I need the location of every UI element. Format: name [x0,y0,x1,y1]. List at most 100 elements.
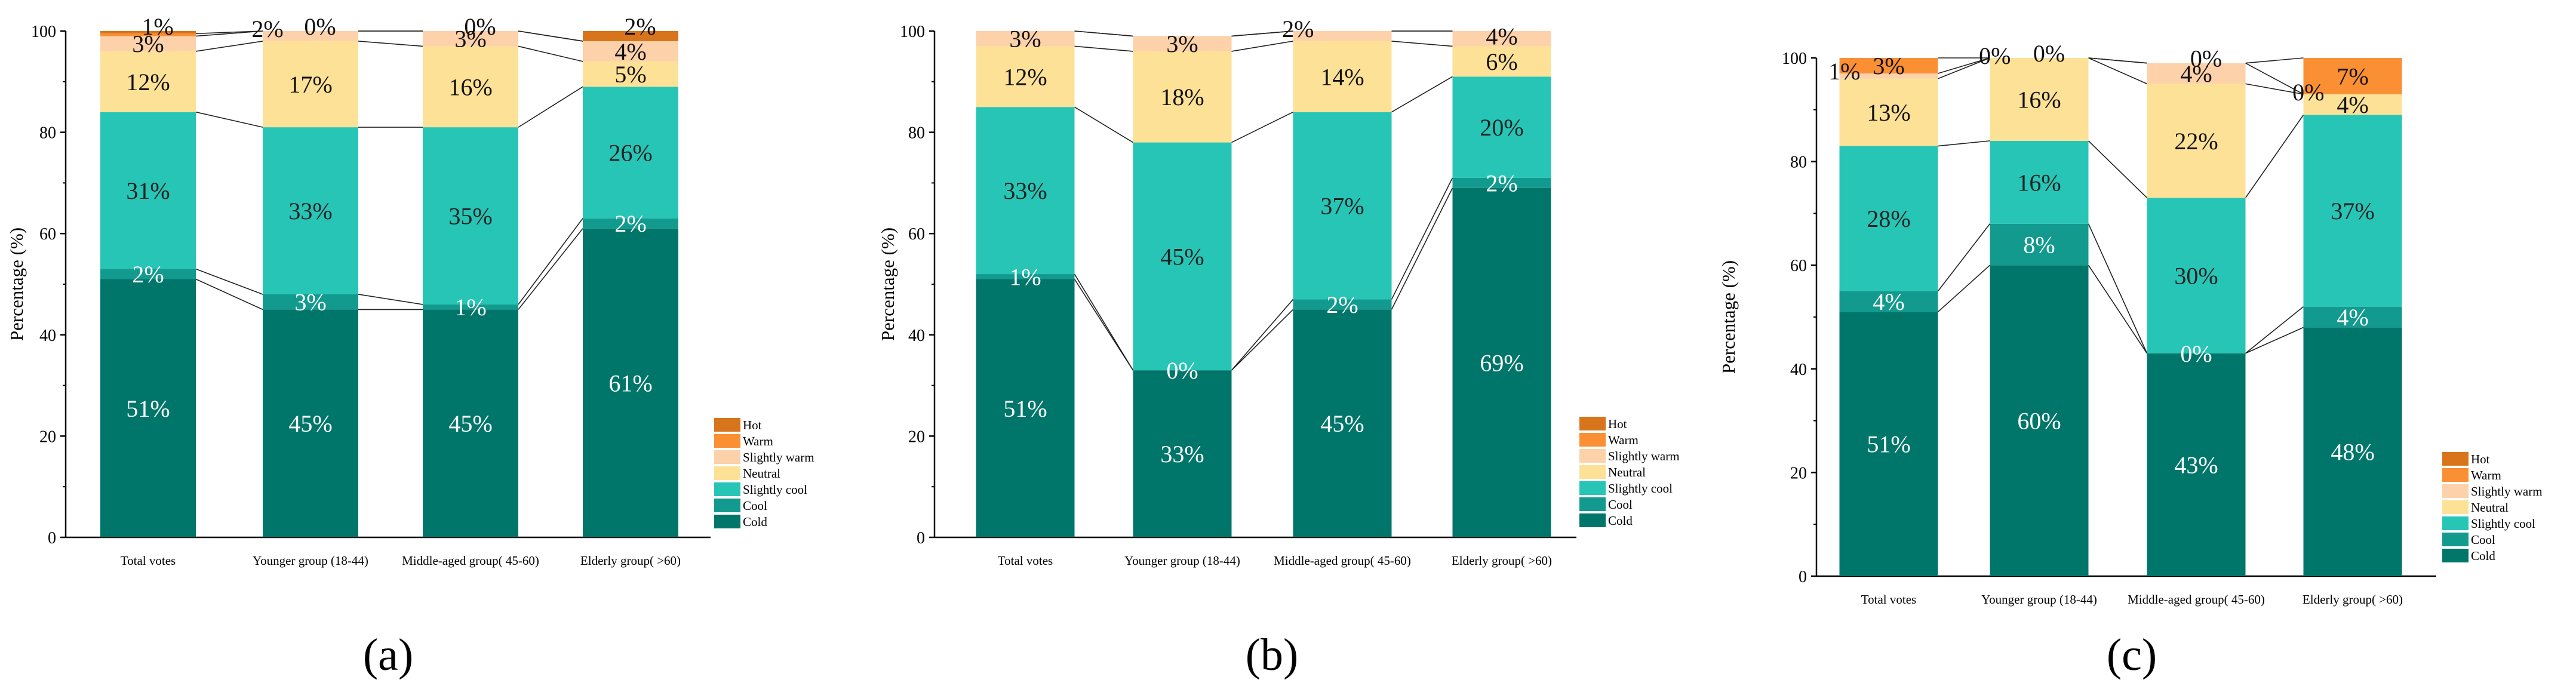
legend-swatch-slightly-warm [1579,449,1606,463]
legend-label: Hot [2471,452,2490,466]
connector-line [1391,187,1453,310]
bar-segment-cold [1990,265,2089,576]
bar-segment-slightly-cool [1839,146,1938,291]
x-tick-label: Younger group (18-44) [253,553,368,568]
connector-line [518,228,583,310]
bar-segment-cold [100,279,196,537]
y-tick-label: 100 [31,23,56,41]
bar-segment-cold [2303,327,2402,576]
bar-segment-hot [100,31,196,34]
data-label: 30% [2174,263,2218,290]
connector-line [1937,264,1991,312]
data-label: 3% [1873,53,1904,79]
bar-segment-slightly-warm [1839,73,1938,79]
connector-line [518,86,583,128]
bar-segment-cold [263,309,358,537]
connector-line [2245,306,2304,354]
data-label: 3% [1009,26,1041,53]
legend-label: Neutral [1608,465,1646,479]
connector-line [2245,327,2304,354]
connector-line [1231,309,1294,371]
legend-label: Cold [2471,549,2495,563]
data-label: 4% [2337,304,2368,331]
connector-line [358,294,423,305]
data-label: 16% [2017,169,2061,196]
legend-swatch-cold [714,515,740,528]
legend-label: Cool [2471,533,2495,547]
bar-segment-warm [2303,58,2402,94]
bar-segment-slightly-cool [2303,115,2402,307]
data-label: 3% [1166,30,1198,57]
data-label: 3% [132,30,164,57]
data-label: 33% [288,198,332,224]
legend-label: Neutral [2471,500,2509,515]
y-tick-label: 0 [917,529,925,547]
legend-swatch-slightly-warm [714,450,740,464]
data-label: 51% [1867,431,1910,458]
bar-segment-neutral [583,61,678,87]
data-label: 16% [448,73,492,100]
legend-swatch-warm [2442,468,2469,482]
bar-segment-neutral [2303,94,2402,115]
panel-label: (b) [1246,630,1299,680]
bar-segment-hot [583,31,678,41]
data-label: 7% [2337,63,2368,90]
legend-swatch-warm [714,434,740,448]
data-label: 43% [2174,451,2218,478]
bar-segment-neutral [1133,51,1232,143]
connector-line [2088,57,2147,64]
bar-segment-neutral [1990,58,2089,141]
legend-label: Slightly warm [1608,449,1680,463]
bar-segment-cool [263,294,358,310]
bar-segment-cool [100,269,196,279]
data-label: 8% [2023,231,2055,258]
connector-line [2245,83,2304,95]
bar-segment-cool [1839,291,1938,312]
legend-label: Warm [1608,433,1639,447]
bar-segment-cool [976,274,1075,279]
y-tick-label: 20 [1790,464,1807,482]
legend-swatch-cool [714,499,740,512]
bar-segment-neutral [423,46,518,128]
legend-label: Warm [743,434,773,448]
data-label: 61% [608,370,652,396]
bar-segment-slightly-warm [1293,31,1392,41]
y-tick-label: 0 [48,529,56,547]
bar-segment-warm [100,33,196,36]
connector-line [195,111,263,128]
connector-line [1937,223,1991,292]
data-label: 6% [1486,48,1517,75]
x-tick-label: Middle-aged group( 45-60) [2128,592,2265,607]
data-label: 4% [1873,288,1904,315]
connector-line [1074,30,1133,37]
data-label: 26% [608,140,652,167]
y-tick-label: 60 [39,225,56,244]
chart-panel-b: 0 20 40 60 80 100 Percentage (%) 51% 1% 33% 12% 3% 3… [877,16,1680,680]
x-tick-label: Younger group (18-44) [1124,553,1240,568]
y-tick-label: 80 [39,124,56,143]
data-label: 0% [464,13,496,40]
data-label: 69% [1480,349,1523,376]
connector-line [1391,41,1453,47]
connector-line [195,30,263,35]
data-label: 2% [614,210,646,237]
bar-segment-cool [583,218,678,229]
data-label: 0% [2292,79,2324,106]
data-label: 12% [1003,63,1047,90]
y-tick-label: 60 [908,225,925,244]
connector-line [2245,62,2304,95]
x-tick-label: Elderly group( >60) [580,553,681,568]
panel-label: (c) [2107,630,2157,680]
data-label: 1% [142,13,173,40]
legend-label: Slightly cool [1608,481,1673,496]
data-label: 37% [1320,193,1364,220]
data-label: 0% [2033,40,2065,67]
bar-segment-cold [423,309,518,537]
connector-line [1938,140,1990,147]
bar-segment-slightly-cool [263,127,358,294]
y-axis-label: Percentage (%) [877,227,898,341]
connector-line [1938,57,1990,74]
legend-label: Cold [743,515,767,529]
data-label: 4% [2337,91,2368,118]
